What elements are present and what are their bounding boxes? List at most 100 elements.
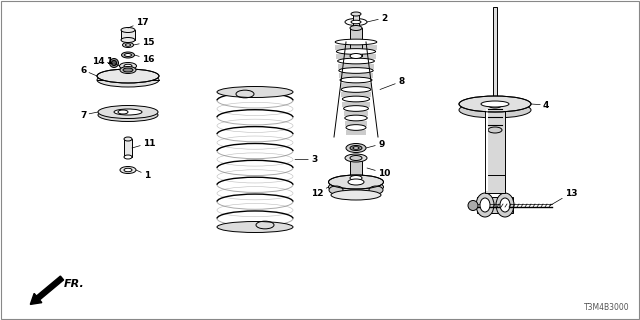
- Ellipse shape: [480, 198, 490, 212]
- Ellipse shape: [109, 59, 118, 68]
- Text: 3: 3: [295, 155, 317, 164]
- Ellipse shape: [341, 87, 371, 92]
- Ellipse shape: [120, 62, 136, 69]
- Ellipse shape: [369, 186, 383, 194]
- Bar: [488, 105, 502, 130]
- Text: 1: 1: [136, 170, 150, 180]
- Ellipse shape: [328, 175, 383, 189]
- Text: 13: 13: [550, 188, 577, 205]
- Ellipse shape: [476, 193, 494, 217]
- Ellipse shape: [459, 102, 531, 118]
- Ellipse shape: [338, 58, 374, 64]
- Bar: [346, 130, 366, 135]
- Ellipse shape: [351, 12, 361, 16]
- Bar: [485, 175, 505, 193]
- Ellipse shape: [124, 155, 132, 159]
- Ellipse shape: [123, 68, 133, 72]
- Ellipse shape: [459, 96, 531, 112]
- Text: 8: 8: [380, 77, 404, 90]
- Ellipse shape: [468, 201, 478, 211]
- Text: 15: 15: [134, 37, 154, 46]
- Ellipse shape: [345, 19, 367, 26]
- Ellipse shape: [335, 39, 377, 45]
- Ellipse shape: [488, 127, 502, 133]
- Ellipse shape: [350, 53, 362, 59]
- Ellipse shape: [329, 186, 343, 194]
- Ellipse shape: [98, 108, 158, 122]
- Ellipse shape: [121, 28, 135, 33]
- Ellipse shape: [331, 190, 381, 200]
- Ellipse shape: [125, 53, 131, 57]
- Ellipse shape: [337, 49, 376, 54]
- Bar: [121, 30, 135, 40]
- Text: 6: 6: [80, 66, 97, 76]
- Ellipse shape: [97, 69, 159, 83]
- Ellipse shape: [346, 143, 366, 153]
- Ellipse shape: [488, 102, 502, 108]
- Ellipse shape: [122, 43, 134, 47]
- Ellipse shape: [350, 175, 362, 180]
- Bar: [124, 139, 132, 157]
- FancyArrow shape: [30, 276, 63, 304]
- Ellipse shape: [121, 37, 135, 43]
- Text: 16: 16: [134, 54, 154, 63]
- Ellipse shape: [496, 193, 514, 217]
- Ellipse shape: [350, 26, 362, 30]
- Ellipse shape: [98, 106, 158, 118]
- Bar: [477, 197, 513, 213]
- Ellipse shape: [124, 64, 132, 68]
- Text: 14: 14: [92, 57, 109, 66]
- Ellipse shape: [353, 147, 359, 149]
- Bar: [340, 83, 372, 88]
- Bar: [493, 7, 497, 122]
- Bar: [342, 102, 370, 107]
- Bar: [341, 92, 371, 97]
- Text: 4: 4: [531, 100, 549, 109]
- Ellipse shape: [120, 67, 136, 74]
- Bar: [344, 111, 369, 116]
- Ellipse shape: [217, 221, 293, 233]
- Bar: [350, 28, 362, 56]
- Ellipse shape: [120, 166, 136, 173]
- Text: 17: 17: [128, 18, 148, 28]
- Text: 1: 1: [106, 57, 120, 66]
- Ellipse shape: [500, 198, 510, 212]
- Ellipse shape: [481, 101, 509, 107]
- Ellipse shape: [348, 179, 364, 185]
- Text: 12: 12: [311, 187, 328, 197]
- Text: T3M4B3000: T3M4B3000: [584, 303, 630, 312]
- Text: 2: 2: [367, 13, 387, 22]
- Bar: [337, 54, 376, 59]
- Text: 11: 11: [132, 139, 156, 148]
- Ellipse shape: [342, 96, 370, 102]
- Bar: [339, 73, 373, 78]
- Ellipse shape: [124, 168, 132, 172]
- Bar: [335, 45, 377, 50]
- Text: 9: 9: [366, 140, 385, 148]
- Ellipse shape: [339, 68, 373, 73]
- Bar: [338, 64, 374, 68]
- Ellipse shape: [124, 137, 132, 141]
- Ellipse shape: [122, 52, 134, 58]
- Ellipse shape: [328, 180, 383, 194]
- Ellipse shape: [346, 125, 366, 130]
- Ellipse shape: [111, 60, 116, 66]
- Ellipse shape: [350, 156, 362, 161]
- Text: 7: 7: [80, 110, 98, 119]
- Ellipse shape: [350, 146, 362, 150]
- Ellipse shape: [97, 73, 159, 87]
- Text: FR.: FR.: [64, 279, 84, 289]
- Ellipse shape: [217, 86, 293, 98]
- Bar: [485, 110, 505, 190]
- Ellipse shape: [345, 115, 367, 121]
- Ellipse shape: [125, 44, 131, 46]
- Ellipse shape: [114, 109, 142, 115]
- Ellipse shape: [345, 154, 367, 162]
- Ellipse shape: [344, 106, 369, 111]
- Bar: [345, 121, 367, 126]
- Text: 10: 10: [367, 168, 390, 178]
- Ellipse shape: [351, 20, 361, 24]
- Bar: [350, 158, 362, 178]
- Bar: [353, 14, 359, 42]
- Ellipse shape: [340, 77, 372, 83]
